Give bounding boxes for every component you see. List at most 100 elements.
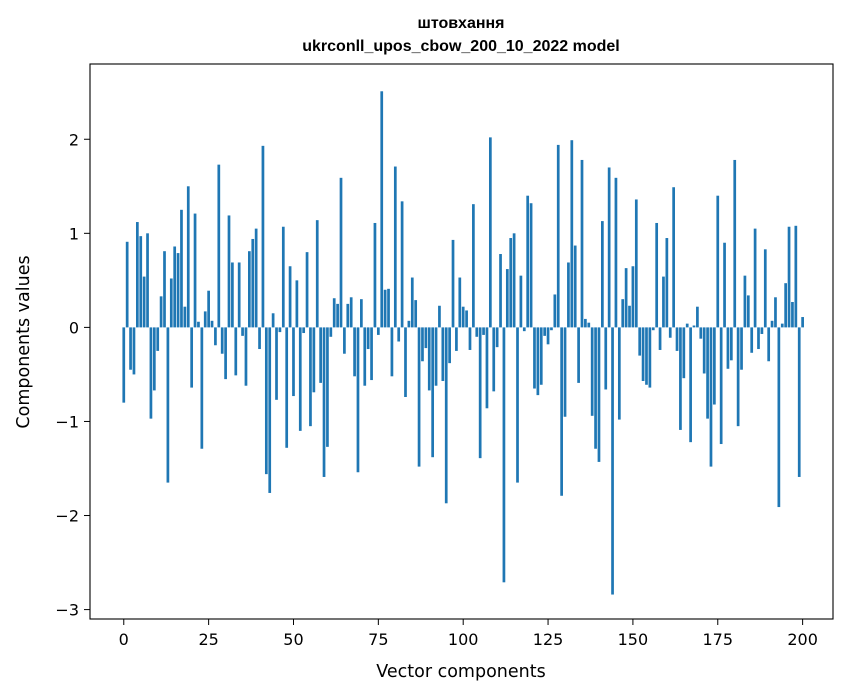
bar-19 [186, 186, 190, 328]
bar-74 [373, 222, 377, 328]
bar-178 [726, 327, 730, 369]
bar-142 [604, 327, 608, 390]
bar-34 [237, 262, 241, 328]
y-tick-label: −3 [55, 601, 79, 620]
bar-194 [780, 323, 784, 328]
bar-199 [797, 327, 801, 477]
bar-115 [512, 233, 516, 328]
plot-frame [89, 63, 834, 620]
bar-144 [611, 327, 614, 595]
bar-21 [193, 213, 197, 328]
bar-15 [173, 246, 177, 328]
bar-185 [750, 327, 754, 353]
bar-101 [465, 310, 468, 328]
bar-179 [729, 327, 733, 361]
bar-57 [315, 220, 319, 328]
bar-93 [438, 305, 441, 328]
bar-118 [522, 327, 526, 332]
bar-183 [743, 275, 747, 328]
bar-76 [380, 91, 384, 328]
bar-51 [295, 280, 299, 328]
bar-71 [363, 327, 367, 386]
bar-171 [702, 327, 706, 374]
bar-37 [248, 251, 251, 328]
bar-149 [628, 305, 631, 328]
bar-102 [468, 327, 472, 350]
y-axis-label: Components values [14, 255, 34, 428]
bar-77 [383, 289, 387, 328]
bar-108 [488, 137, 492, 328]
bar-174 [713, 327, 716, 405]
bar-94 [441, 327, 445, 382]
bar-157 [655, 222, 659, 328]
bar-14 [169, 278, 173, 328]
bar-62 [332, 298, 336, 328]
bar-44 [271, 313, 275, 328]
bar-130 [563, 327, 567, 417]
bar-79 [390, 327, 394, 377]
bar-12 [163, 251, 166, 328]
bar-70 [360, 299, 363, 328]
bar-116 [516, 327, 519, 483]
bar-36 [244, 327, 248, 386]
bar-10 [156, 327, 160, 351]
bar-22 [197, 321, 200, 328]
bar-191 [770, 320, 774, 328]
x-axis-ticks: 0 25 50 75 100 125 150 175 200 [119, 619, 818, 649]
bar-113 [505, 269, 509, 328]
bar-192 [774, 297, 777, 328]
bar-125 [546, 327, 550, 345]
bar-60 [326, 327, 329, 447]
bar-175 [716, 195, 720, 328]
bar-25 [207, 290, 210, 328]
bar-13 [166, 327, 170, 483]
bar-49 [288, 266, 292, 328]
x-tick-label: 50 [283, 630, 303, 649]
x-tick-label: 150 [618, 630, 649, 649]
bar-90 [427, 327, 431, 391]
bar-127 [553, 294, 557, 328]
bar-128 [556, 144, 560, 328]
bar-146 [617, 327, 621, 420]
bar-151 [634, 199, 638, 328]
bar-103 [472, 204, 475, 328]
bar-3 [132, 327, 136, 375]
bar-177 [723, 242, 726, 328]
bar-85 [410, 277, 414, 328]
y-tick-label: −1 [55, 412, 79, 431]
bar-166 [685, 323, 689, 328]
bar-169 [696, 306, 699, 328]
bar-67 [349, 297, 353, 328]
bar-120 [529, 203, 533, 328]
bar-81 [397, 327, 401, 342]
bar-138 [590, 327, 594, 416]
bar-162 [672, 187, 675, 328]
bar-193 [777, 327, 781, 508]
bar-188 [760, 327, 764, 334]
bar-182 [740, 327, 743, 370]
bar-135 [580, 159, 584, 328]
bar-122 [536, 327, 540, 396]
bar-190 [767, 327, 771, 362]
bar-105 [478, 327, 482, 459]
bar-181 [736, 327, 740, 427]
bar-7 [146, 233, 149, 328]
bar-27 [214, 327, 217, 346]
x-tick-label: 0 [119, 630, 129, 649]
bar-147 [621, 299, 625, 328]
bar-66 [346, 303, 350, 328]
bar-104 [475, 327, 479, 337]
bar-80 [393, 166, 397, 328]
bar-2 [129, 327, 132, 370]
bar-54 [305, 252, 309, 328]
bar-73 [370, 327, 373, 381]
bar-72 [366, 327, 370, 350]
bar-197 [791, 301, 794, 328]
bar-83 [404, 327, 407, 397]
bar-40 [258, 327, 261, 350]
bar-98 [455, 327, 458, 351]
bar-112 [502, 327, 506, 583]
bar-170 [699, 327, 703, 339]
bar-45 [275, 327, 278, 400]
